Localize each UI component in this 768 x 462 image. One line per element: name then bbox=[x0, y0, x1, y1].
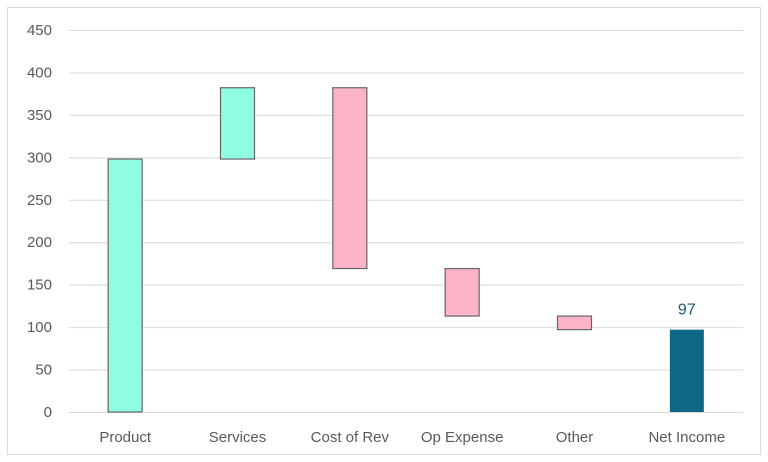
gridlines bbox=[69, 30, 743, 413]
bar-net-income bbox=[669, 329, 704, 412]
bar-cost-of-rev bbox=[332, 87, 368, 270]
y-tick-label: 450 bbox=[27, 22, 52, 39]
x-tick-label: Cost of Rev bbox=[311, 429, 390, 446]
y-axis-ticks: 0 50 100 150 200 250 300 350 400 450 bbox=[27, 22, 52, 421]
x-tick-label: Op Expense bbox=[421, 429, 504, 446]
x-tick-label: Services bbox=[209, 429, 267, 446]
y-tick-label: 200 bbox=[27, 234, 52, 251]
y-tick-label: 0 bbox=[44, 404, 52, 421]
bars bbox=[107, 87, 704, 413]
y-tick-label: 50 bbox=[35, 362, 52, 379]
data-labels: 97 bbox=[678, 302, 696, 319]
data-label-net-income: 97 bbox=[678, 302, 696, 319]
x-tick-label: Product bbox=[99, 429, 152, 446]
bar-services bbox=[219, 87, 256, 160]
y-tick-label: 300 bbox=[27, 149, 52, 166]
y-tick-label: 250 bbox=[27, 192, 52, 209]
x-axis-ticks: Product Services Cost of Rev Op Expense Othe… bbox=[99, 429, 725, 446]
bar-op-expense bbox=[444, 267, 480, 317]
y-tick-label: 100 bbox=[27, 319, 52, 336]
y-tick-label: 150 bbox=[27, 277, 52, 294]
y-tick-label: 400 bbox=[27, 64, 52, 81]
bar-product bbox=[107, 158, 143, 413]
x-tick-label: Other bbox=[556, 429, 594, 446]
y-tick-label: 350 bbox=[27, 107, 52, 124]
bar-other bbox=[556, 315, 593, 331]
x-tick-label: Net Income bbox=[648, 429, 725, 446]
